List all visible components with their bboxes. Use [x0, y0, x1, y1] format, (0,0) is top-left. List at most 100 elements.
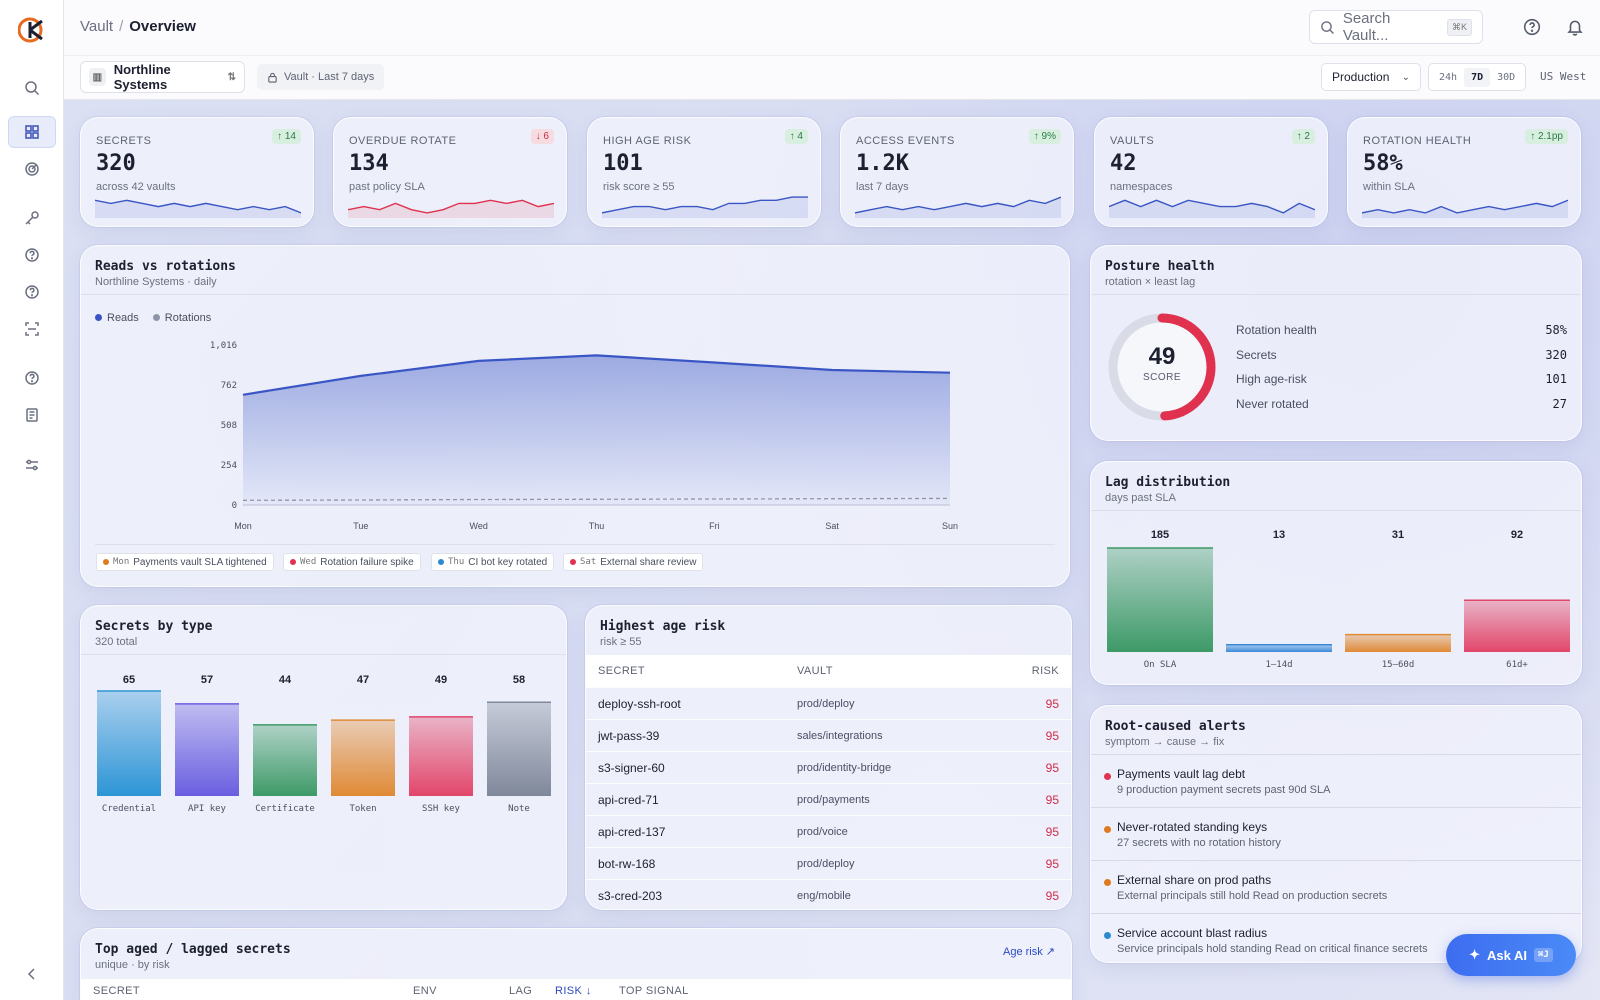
age-risk-link[interactable]: Age risk ↗	[1002, 946, 1055, 958]
kpi-card[interactable]: ROTATION HEALTH 58% within SLA ↑ 2.1pp	[1347, 117, 1581, 227]
col-secret[interactable]: SECRET	[93, 985, 141, 997]
y-tick-label: 1,016	[210, 341, 237, 351]
top-bar: Vault / Overview Search Vault... ⌘K	[64, 0, 1600, 56]
kpi-value: 58%	[1363, 151, 1403, 176]
kpi-card[interactable]: HIGH AGE RISK 101 risk score ≥ 55 ↑ 4	[587, 117, 821, 227]
table-row[interactable]: api-cred-71 prod/payments 95	[586, 783, 1071, 815]
bar-category-label: Note	[508, 804, 530, 814]
severity-dot	[1104, 826, 1111, 833]
y-tick-label: 0	[232, 501, 237, 511]
highest-age-risk-card: Highest age risk risk ≥ 55 SECRET VAULT …	[585, 605, 1072, 910]
cell-secret: api-cred-71	[598, 792, 659, 807]
alert-item[interactable]: Never-rotated standing keys 27 secrets wi…	[1091, 807, 1581, 860]
bar-category-label: Certificate	[255, 804, 315, 814]
col-top-signal[interactable]: TOP SIGNAL	[619, 985, 689, 997]
kpi-subtitle: past policy SLA	[349, 181, 425, 193]
kpi-trend-badge: ↑ 9%	[1028, 129, 1061, 144]
app-logo[interactable]	[18, 17, 46, 43]
table-row[interactable]: jwt-pass-39 sales/integrations 95	[586, 719, 1071, 751]
filter-bar: ▥ Northline Systems ⇅ Vault · Last 7 day…	[64, 56, 1600, 100]
help-icon[interactable]	[1523, 18, 1541, 36]
posture-health-card: Posture health rotation × least lag 49 S…	[1090, 245, 1582, 441]
event-chip[interactable]: Mon Payments vault SLA tightened	[96, 553, 274, 571]
bar-category-label: Token	[349, 804, 376, 814]
range-7d[interactable]: 7D	[1464, 67, 1491, 87]
audit-log-nav-icon[interactable]	[8, 399, 56, 431]
kpi-label: OVERDUE ROTATE	[349, 135, 457, 147]
help-nav-icon[interactable]	[8, 362, 56, 394]
x-tick-label: Sat	[825, 521, 839, 531]
kpi-card[interactable]: SECRETS 320 across 42 vaults ↑ 14	[80, 117, 314, 227]
cell-risk: 95	[1045, 888, 1059, 903]
table-row[interactable]: deploy-ssh-root prod/deploy 95	[586, 687, 1071, 719]
lag-bar-chart: 185 On SLA 13 1–14d 31 15–60d 92 61d+	[1107, 529, 1570, 670]
stat-label: Secrets	[1236, 347, 1277, 362]
kpi-card[interactable]: ACCESS EVENTS 1.2K last 7 days ↑ 9%	[840, 117, 1074, 227]
alert-item[interactable]: External share on prod paths External pri…	[1091, 860, 1581, 913]
reads-area	[243, 355, 950, 505]
chevron-updown-icon: ⇅	[227, 71, 236, 83]
kpi-sparkline	[1109, 199, 1315, 218]
help-nav-icon[interactable]	[8, 239, 56, 271]
event-chip[interactable]: Sat External share review	[563, 553, 704, 571]
kpi-card[interactable]: OVERDUE ROTATE 134 past policy SLA ↓ 6	[333, 117, 567, 227]
scan-nav-icon[interactable]	[8, 313, 56, 345]
breadcrumb: Vault / Overview	[80, 18, 196, 35]
kpi-card[interactable]: VAULTS 42 namespaces ↑ 2	[1094, 117, 1328, 227]
severity-dot	[1104, 879, 1111, 886]
kpi-label: SECRETS	[96, 135, 152, 147]
event-chip[interactable]: Wed Rotation failure spike	[283, 553, 421, 571]
col-secret[interactable]: SECRET	[598, 665, 646, 677]
x-tick-label: Wed	[469, 521, 487, 531]
range-30d[interactable]: 30D	[1497, 71, 1516, 83]
range-24h[interactable]: 24h	[1439, 71, 1458, 83]
kpi-subtitle: within SLA	[1363, 181, 1415, 193]
chart-legend: Reads Rotations	[95, 312, 211, 324]
key-nav-icon[interactable]	[8, 202, 56, 234]
org-select[interactable]: ▥ Northline Systems ⇅	[80, 61, 245, 93]
radar-nav-icon[interactable]	[8, 153, 56, 185]
col-risk[interactable]: RISK ↓	[555, 985, 592, 997]
search-nav-icon[interactable]	[8, 72, 56, 104]
event-dot	[103, 559, 109, 565]
bar-value-label: 57	[201, 674, 213, 686]
score-ring: 49 SCORE	[1107, 312, 1217, 422]
legend-rotations[interactable]: Rotations	[152, 312, 211, 324]
col-risk[interactable]: RISK	[1031, 665, 1059, 677]
table-row[interactable]: bot-rw-168 prod/deploy 95	[586, 847, 1071, 879]
cell-vault: prod/identity-bridge	[797, 761, 892, 774]
event-day: Sat	[580, 557, 597, 567]
search-input[interactable]: Search Vault... ⌘K	[1309, 10, 1483, 44]
breadcrumb-root[interactable]: Vault	[80, 18, 114, 35]
dashboard-nav-icon[interactable]	[8, 116, 56, 148]
col-vault[interactable]: VAULT	[797, 665, 833, 677]
bar-value-label: 47	[357, 674, 369, 686]
table-row[interactable]: api-cred-137 prod/voice 95	[586, 815, 1071, 847]
root-caused-alerts-card: Root-caused alerts symptom → cause → fix…	[1090, 705, 1582, 963]
col-env[interactable]: ENV	[413, 985, 437, 997]
type-bar-chart: 65 Credential 57 API key 44 Certificate 47 Toke…	[97, 674, 551, 814]
event-chip[interactable]: Thu CI bot key rotated	[431, 553, 555, 571]
alert-item[interactable]: Service account blast radius Service prin…	[1091, 913, 1581, 966]
bar-value-label: 44	[279, 674, 292, 686]
bar-category-label: SSH key	[422, 804, 461, 814]
table-row[interactable]: s3-signer-60 prod/identity-bridge 95	[586, 751, 1071, 783]
kpi-trend-badge: ↓ 6	[530, 129, 554, 144]
bell-icon[interactable]	[1566, 18, 1584, 36]
building-icon: ▥	[89, 68, 106, 86]
bar-value-label: 185	[1151, 529, 1169, 541]
bar-value-label: 13	[1273, 529, 1285, 541]
alert-item[interactable]: Payments vault lag debt 9 production paym…	[1091, 754, 1581, 807]
settings-nav-icon[interactable]	[8, 449, 56, 481]
ask-ai-button[interactable]: ✦ Ask AI ⌘J	[1446, 934, 1576, 976]
event-dot	[290, 559, 296, 565]
environment-select[interactable]: Production ⌄	[1321, 63, 1421, 91]
table-row[interactable]: s3-cred-203 eng/mobile 95	[586, 879, 1071, 909]
col-lag[interactable]: LAG	[509, 985, 533, 997]
card-title: Highest age risk	[600, 619, 726, 634]
legend-reads[interactable]: Reads	[95, 312, 139, 324]
sparkline-fill	[855, 197, 1061, 218]
help-nav-icon[interactable]	[8, 276, 56, 308]
bar	[1464, 600, 1570, 652]
collapse-sidebar-icon[interactable]	[8, 958, 56, 990]
